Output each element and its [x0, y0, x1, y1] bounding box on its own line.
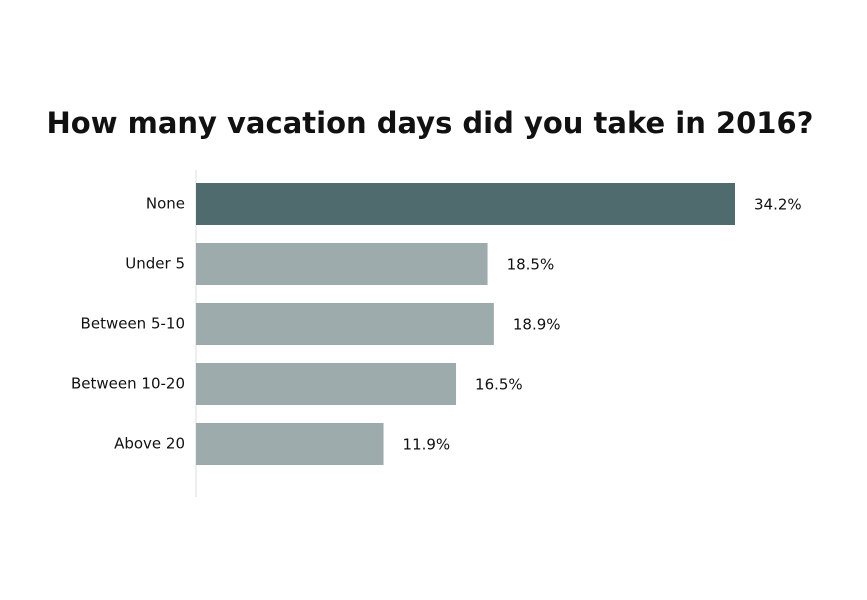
bar: [196, 183, 735, 225]
value-label: 34.2%: [754, 196, 802, 214]
value-label: 16.5%: [475, 376, 523, 394]
category-label: Between 10-20: [71, 375, 185, 393]
category-label: Above 20: [114, 435, 185, 453]
category-label: None: [146, 195, 185, 213]
bar: [196, 423, 384, 465]
bar: [196, 243, 488, 285]
value-label: 18.5%: [507, 256, 555, 274]
value-label: 11.9%: [403, 436, 451, 454]
bar: [196, 363, 457, 405]
category-label: Under 5: [125, 255, 185, 273]
category-label: Between 5-10: [81, 315, 185, 333]
value-label: 18.9%: [513, 316, 561, 334]
bar: [196, 303, 494, 345]
chart-title: How many vacation days did you take in 2…: [47, 106, 814, 140]
